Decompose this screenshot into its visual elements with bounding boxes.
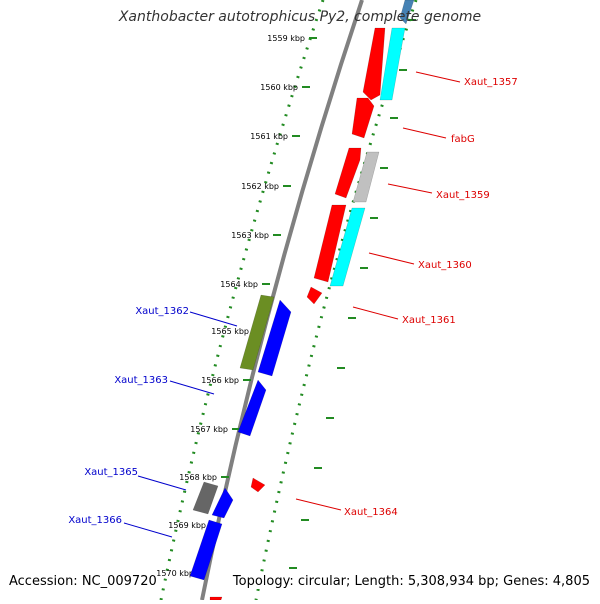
gene-leader-line xyxy=(189,311,238,327)
scale-tick-label: 1561 kbp xyxy=(250,132,288,141)
scale-tick-label: 1569 kbp xyxy=(168,521,206,530)
gene-shape xyxy=(352,151,380,203)
gene-shape xyxy=(239,294,275,371)
gene-leader-line xyxy=(295,498,342,511)
gene-label: Xaut_1363 xyxy=(114,375,168,386)
scale-tick-label: 1563 kbp xyxy=(231,231,269,240)
gene-leader-line xyxy=(402,127,447,139)
gene-leader-line xyxy=(352,306,399,320)
gene-shape xyxy=(189,519,223,581)
scale-tick-label: 1565 kbp xyxy=(211,327,249,336)
gene-shape xyxy=(399,0,415,25)
scale-tick-label: 1567 kbp xyxy=(190,425,228,434)
gene-label: Xaut_1364 xyxy=(344,507,398,518)
gene-shape xyxy=(351,97,375,139)
gene-shape xyxy=(362,27,386,101)
gene-shape xyxy=(306,286,323,305)
gene-label: Xaut_1359 xyxy=(436,190,490,201)
gene-label: Xaut_1362 xyxy=(135,306,189,317)
map-title: Xanthobacter autotrophicus Py2, complete… xyxy=(118,9,482,25)
gene-label: Xaut_1365 xyxy=(84,467,138,478)
gene-shape xyxy=(313,204,347,283)
scale-tick-label: 1564 kbp xyxy=(220,280,258,289)
gene-leader-line xyxy=(368,252,415,265)
scale-tick-label: 1570 kbp xyxy=(156,569,194,578)
scale-tick-label: 1566 kbp xyxy=(201,376,239,385)
gene-leader-line xyxy=(137,475,187,491)
gene-label: Xaut_1366 xyxy=(68,515,122,526)
gene-label: Xaut_1361 xyxy=(402,315,456,326)
scale-tick-label: 1559 kbp xyxy=(267,34,305,43)
gene-shape xyxy=(329,207,366,287)
gene-label: Xaut_1357 xyxy=(464,77,518,88)
gene-shape xyxy=(211,487,234,519)
scale-tick-label: 1568 kbp xyxy=(179,473,217,482)
topology-text: Topology: circular; Length: 5,308,934 bp… xyxy=(232,574,590,589)
gene-leader-line xyxy=(415,71,461,83)
gene-leader-line xyxy=(387,183,433,194)
gene-shape xyxy=(192,481,219,515)
scale-tick-label: 1562 kbp xyxy=(241,182,279,191)
gene-shape xyxy=(250,477,266,493)
scale-dotted-line-left xyxy=(159,0,325,601)
scale-tick-label: 1560 kbp xyxy=(260,83,298,92)
gene-shape xyxy=(334,147,362,199)
gene-label: Xaut_1360 xyxy=(418,260,472,271)
gene-label: fabG xyxy=(451,134,475,145)
gene-shape xyxy=(257,299,292,377)
gene-shape xyxy=(237,379,267,437)
accession-text: Accession: NC_009720 xyxy=(9,574,157,589)
gene-leader-line xyxy=(169,380,215,395)
gene-shape xyxy=(379,27,406,101)
gene-leader-line xyxy=(123,522,173,538)
